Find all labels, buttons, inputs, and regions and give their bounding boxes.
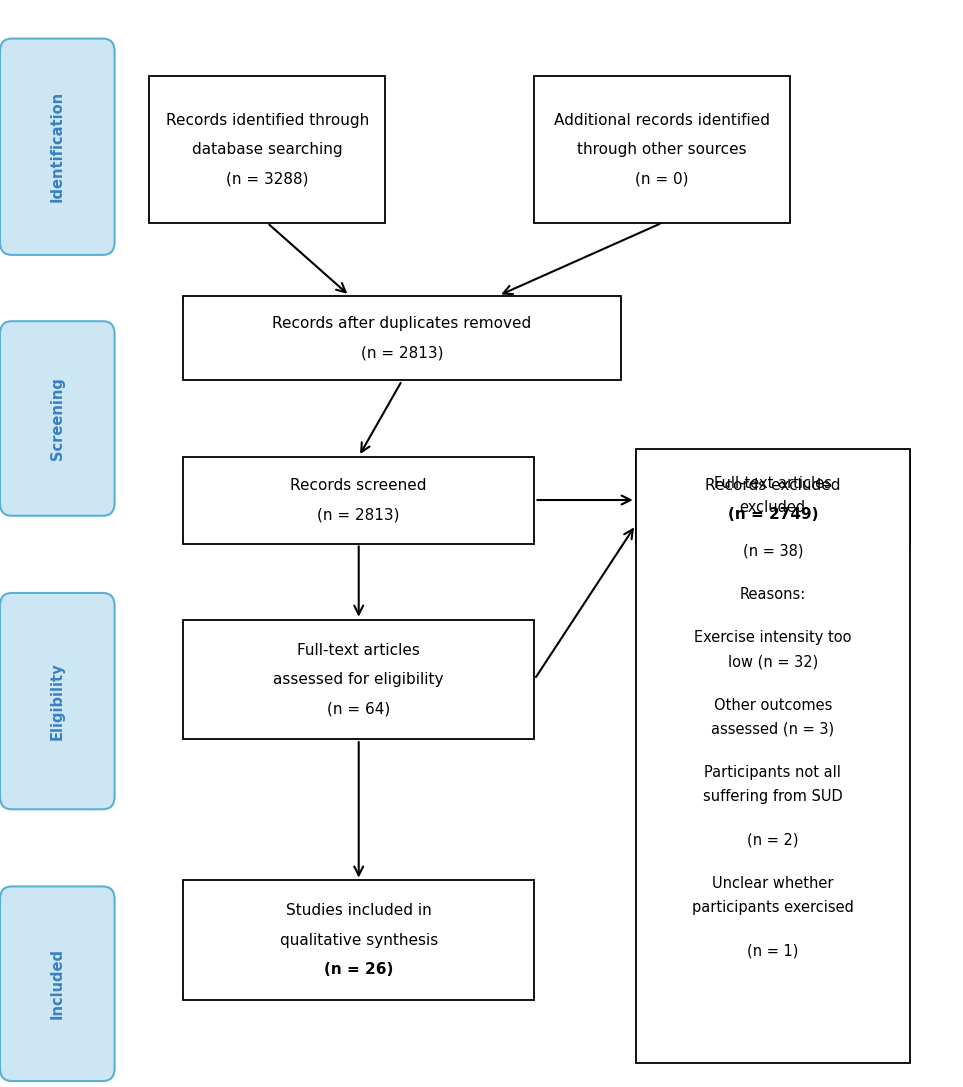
Bar bbox=[183, 880, 534, 1000]
FancyBboxPatch shape bbox=[0, 887, 115, 1080]
Text: Other outcomes: Other outcomes bbox=[714, 698, 832, 713]
Text: excluded: excluded bbox=[740, 500, 806, 515]
Text: suffering from SUD: suffering from SUD bbox=[703, 789, 843, 804]
Text: assessed (n = 3): assessed (n = 3) bbox=[712, 722, 834, 737]
Bar bbox=[183, 457, 534, 544]
Text: Identification: Identification bbox=[50, 91, 65, 202]
Bar bbox=[636, 449, 910, 1063]
Bar bbox=[149, 76, 385, 223]
Text: Records screened: Records screened bbox=[291, 478, 427, 492]
Text: Records excluded: Records excluded bbox=[705, 478, 841, 492]
Text: database searching: database searching bbox=[192, 142, 343, 157]
Bar bbox=[534, 76, 790, 223]
Text: Unclear whether: Unclear whether bbox=[712, 876, 834, 891]
Bar bbox=[183, 296, 621, 380]
Text: Screening: Screening bbox=[50, 377, 65, 460]
Text: participants exercised: participants exercised bbox=[691, 900, 854, 915]
Text: (n = 64): (n = 64) bbox=[327, 701, 390, 716]
Text: Records identified through: Records identified through bbox=[166, 113, 369, 127]
Text: (n = 1): (n = 1) bbox=[747, 944, 798, 959]
Text: Included: Included bbox=[50, 948, 65, 1020]
Text: (n = 38): (n = 38) bbox=[742, 544, 803, 559]
Text: Full-text articles: Full-text articles bbox=[714, 476, 832, 491]
Bar bbox=[636, 457, 910, 544]
Text: Participants not all: Participants not all bbox=[704, 765, 842, 780]
Text: (n = 26): (n = 26) bbox=[324, 962, 394, 977]
Text: Studies included in: Studies included in bbox=[286, 903, 431, 919]
Text: (n = 2813): (n = 2813) bbox=[318, 508, 400, 522]
FancyBboxPatch shape bbox=[0, 594, 115, 809]
Text: through other sources: through other sources bbox=[577, 142, 747, 157]
Text: Reasons:: Reasons: bbox=[740, 587, 806, 602]
FancyBboxPatch shape bbox=[0, 39, 115, 255]
Text: qualitative synthesis: qualitative synthesis bbox=[279, 933, 438, 948]
Text: Full-text articles: Full-text articles bbox=[298, 642, 420, 658]
Text: (n = 3288): (n = 3288) bbox=[226, 172, 308, 186]
Text: Eligibility: Eligibility bbox=[50, 662, 65, 740]
Text: low (n = 32): low (n = 32) bbox=[728, 654, 818, 670]
Text: Records after duplicates removed: Records after duplicates removed bbox=[273, 316, 532, 330]
Text: Exercise intensity too: Exercise intensity too bbox=[694, 630, 851, 646]
Text: (n = 2749): (n = 2749) bbox=[728, 508, 818, 522]
FancyBboxPatch shape bbox=[0, 322, 115, 516]
Text: assessed for eligibility: assessed for eligibility bbox=[273, 672, 444, 687]
Bar bbox=[183, 620, 534, 739]
Text: (n = 2): (n = 2) bbox=[747, 833, 798, 848]
Text: (n = 0): (n = 0) bbox=[636, 172, 689, 186]
Text: Additional records identified: Additional records identified bbox=[554, 113, 770, 127]
Text: (n = 2813): (n = 2813) bbox=[361, 346, 443, 360]
